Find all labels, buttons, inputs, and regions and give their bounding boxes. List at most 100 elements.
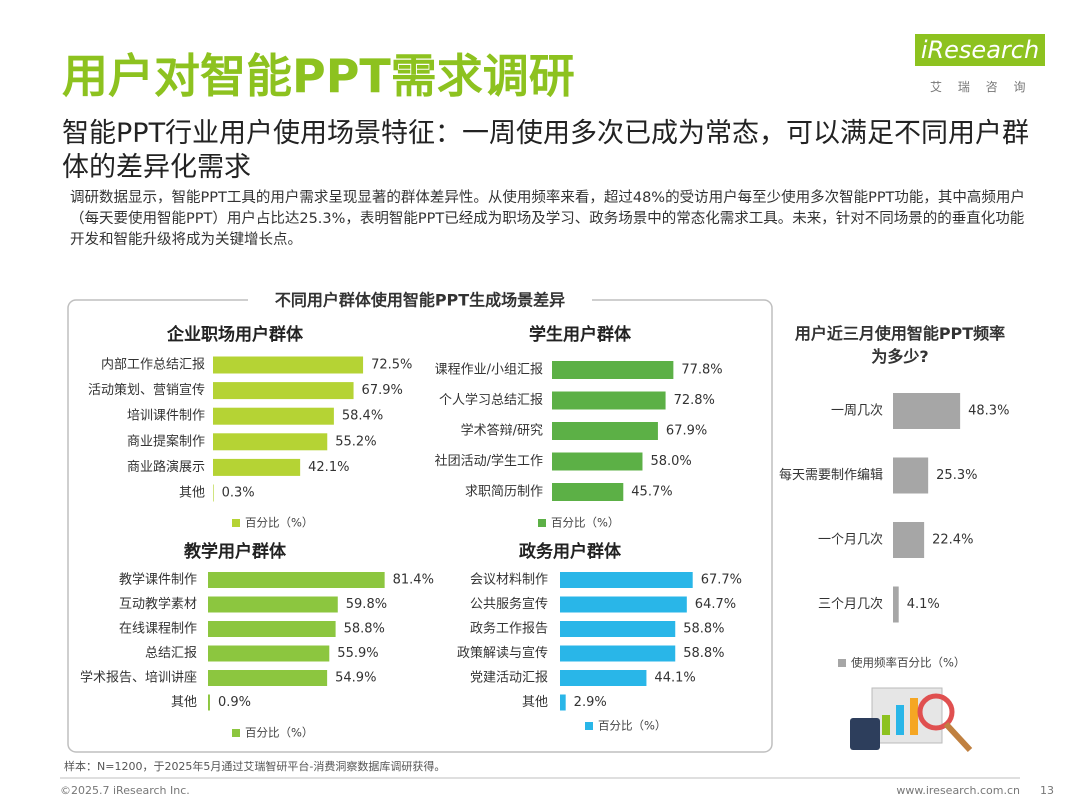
category-label: 求职简历制作 [465,484,543,500]
bar [208,596,338,613]
category-label: 互动教学素材 [119,596,197,612]
bar [560,670,647,686]
legend-swatch [232,519,240,527]
value-label: 44.1% [654,671,695,686]
value-label: 0.9% [218,695,251,710]
legend-swatch [232,729,240,737]
value-label: 55.9% [337,646,378,661]
bar [552,483,624,501]
source-note: 样本：N=1200，于2025年5月通过艾瑞智研平台-消费洞察数据库调研获得。 [64,760,446,773]
value-label: 81.4% [393,573,434,588]
category-label: 一周几次 [831,403,883,419]
value-label: 48.3% [968,404,1009,419]
subtitle: 智能PPT行业用户使用场景特征：一周使用多次已成为常态，可以满足不同用户群体的差… [62,118,1030,183]
value-label: 25.3% [936,468,977,483]
bar [213,484,214,502]
bar [552,422,658,440]
bar [208,572,385,588]
category-label: 政务工作报告 [470,621,548,637]
bar [893,522,925,558]
category-label: 其他 [171,695,197,710]
bar [560,596,687,613]
category-label: 每天需要制作编辑 [779,467,883,483]
value-label: 58.0% [650,454,691,469]
value-label: 22.4% [932,533,973,548]
category-label: 三个月几次 [818,596,883,612]
value-label: 67.7% [701,573,742,588]
value-label: 58.4% [342,409,383,424]
value-label: 77.8% [681,363,722,378]
page-title: 用户对智能PPT需求调研 [62,49,575,103]
chart-title: 学生用户群体 [529,324,632,345]
bar [213,407,334,425]
bar [213,356,364,374]
category-label: 课程作业/小组汇报 [435,363,543,378]
bar [213,433,328,451]
value-label: 58.8% [344,622,385,637]
legend-swatch [838,659,846,667]
bar [560,621,676,637]
legend-label: 百分比（%） [245,516,313,530]
bar [208,621,336,637]
page-number: 13 [1040,784,1054,797]
bar [208,694,210,711]
value-label: 72.8% [674,393,715,408]
value-label: 59.8% [346,597,387,612]
bar [560,645,676,662]
legend-label: 百分比（%） [245,726,313,740]
logo-subtitle: 艾 瑞 咨 询 [930,80,1032,94]
value-label: 67.9% [666,424,707,439]
chart-title: 教学用户群体 [183,541,287,562]
value-label: 58.8% [683,646,724,661]
value-label: 58.8% [683,622,724,637]
category-label: 教学课件制作 [119,572,197,588]
category-label: 商业提案制作 [127,433,205,449]
value-label: 4.1% [907,597,940,612]
category-label: 党建活动汇报 [470,671,548,686]
value-label: 0.3% [222,486,255,501]
bar [560,572,693,588]
value-label: 42.1% [308,460,349,475]
panel-title-bg [248,290,592,310]
category-label: 会议材料制作 [470,573,548,588]
legend-label: 使用频率百分比（%） [851,656,965,670]
chart-title: 用户近三月使用智能PPT频率为多少? [795,324,1005,366]
bar [560,694,566,711]
value-label: 64.7% [695,597,736,612]
bar [893,457,929,494]
legend-swatch [585,722,593,730]
category-label: 内部工作总结汇报 [101,357,205,373]
category-label: 培训课件制作 [127,408,205,424]
category-label: 社团活动/学生工作 [435,453,543,469]
value-label: 2.9% [574,695,607,710]
category-label: 学术答辩/研究 [461,423,543,439]
legend-label: 百分比（%） [551,516,619,530]
bar [213,382,354,400]
category-label: 其他 [522,695,548,710]
category-label: 政策解读与宣传 [457,645,548,661]
value-label: 55.2% [335,434,376,449]
category-label: 公共服务宣传 [470,596,548,612]
category-label: 总结汇报 [145,646,197,661]
chart-title: 政务用户群体 [519,541,622,562]
legend-label: 百分比（%） [598,719,666,733]
site-url: www.iresearch.com.cn [896,784,1020,797]
value-label: 67.9% [362,383,403,398]
category-label: 商业路演展示 [127,459,205,475]
bar [893,393,961,429]
bar [552,452,643,471]
illustration [850,687,973,753]
bar [552,361,674,379]
legend-swatch [538,519,546,527]
bar [208,670,328,686]
value-label: 72.5% [371,358,412,373]
bar [213,458,301,476]
bar [208,645,330,662]
value-label: 54.9% [335,671,376,686]
bar [893,586,899,623]
category-label: 在线课程制作 [119,622,197,637]
body-text: 调研数据显示，智能PPT工具的用户需求呈现显著的群体差异性。从使用频率来看，超过… [70,190,1025,248]
panel-title: 不同用户群体使用智能PPT生成场景差异 [275,291,565,310]
